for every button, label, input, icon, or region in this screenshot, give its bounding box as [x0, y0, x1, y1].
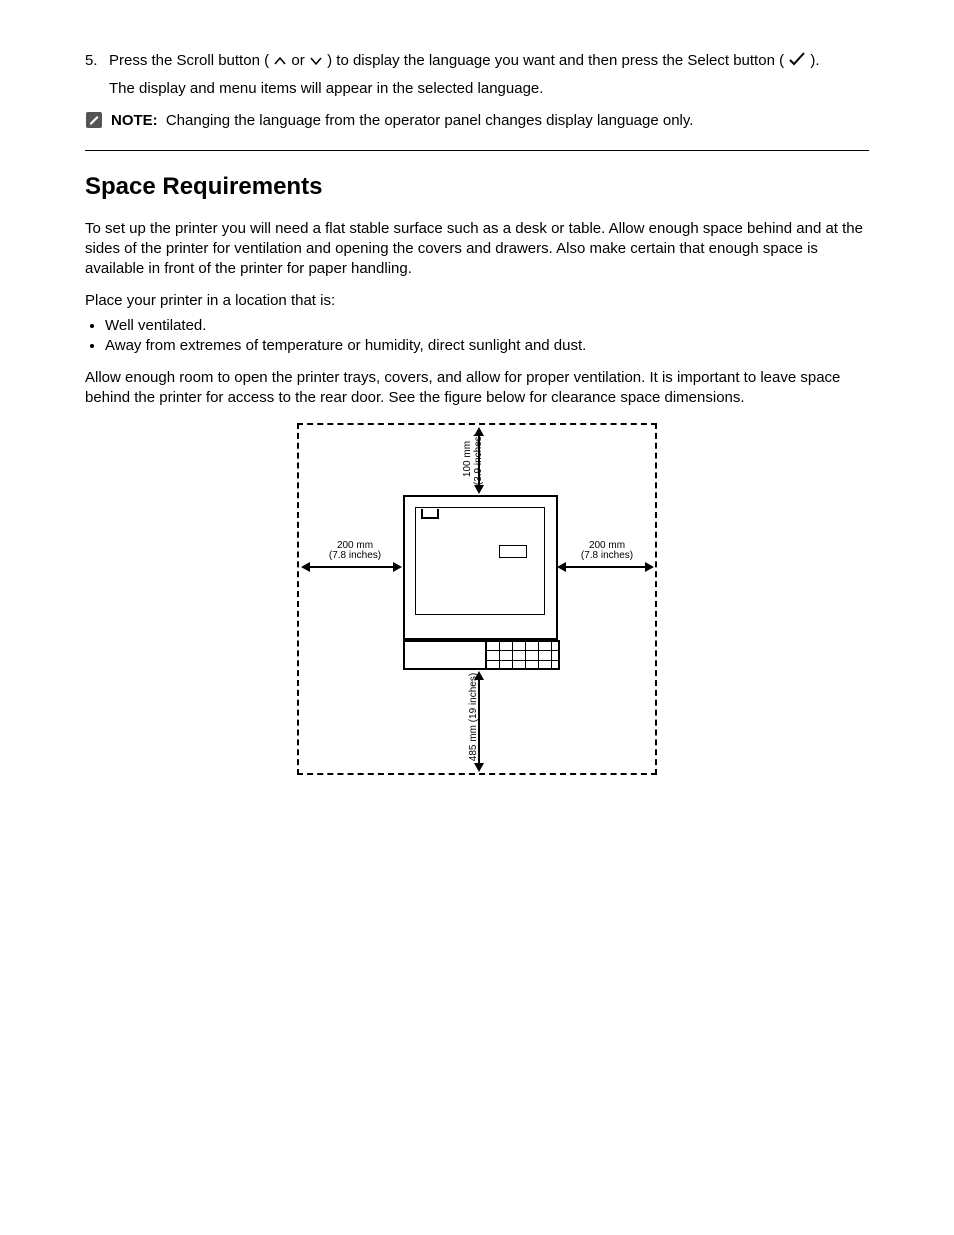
step-5-text-2: ) to display the language you want and t… — [327, 52, 784, 69]
right-arrow-head-right — [645, 562, 654, 572]
location-bullets: Well ventilated. Away from extremes of t… — [85, 316, 869, 357]
top-clearance-label: 100 mm (3.9 inches) — [463, 429, 484, 489]
clearance-diagram: 100 mm (3.9 inches) 200 mm (7.8 inches) … — [297, 423, 657, 775]
horizontal-rule — [85, 150, 869, 151]
left-arrow-line — [305, 566, 399, 568]
note-text-wrap: NOTE: Changing the language from the ope… — [111, 111, 693, 131]
space-paragraph-1: To set up the printer you will need a fl… — [85, 219, 869, 280]
space-paragraph-2: Allow enough room to open the printer tr… — [85, 368, 869, 409]
bottom-clearance-label: 485 mm (19 inches) — [469, 669, 480, 765]
printer-panel-left — [403, 640, 487, 670]
right-arrow-line — [561, 566, 651, 568]
top-clearance-line2: (3.9 inches) — [473, 432, 484, 484]
keypad-col-line — [512, 642, 513, 668]
top-clearance-line1: 100 mm — [462, 440, 473, 476]
note-row: NOTE: Changing the language from the ope… — [85, 111, 869, 135]
bullet-1: Well ventilated. — [105, 316, 869, 336]
clearance-diagram-wrap: 100 mm (3.9 inches) 200 mm (7.8 inches) … — [85, 423, 869, 775]
keypad-col-line — [525, 642, 526, 668]
left-clearance-line1: 200 mm — [337, 540, 373, 551]
bullet-2: Away from extremes of temperature or hum… — [105, 336, 869, 356]
printer-adf-slot — [421, 509, 439, 519]
pencil-note-icon — [85, 111, 107, 135]
keypad-col-line — [538, 642, 539, 668]
page: 5. Press the Scroll button ( or ) to dis… — [0, 0, 954, 1235]
note-text: Changing the language from the operator … — [166, 112, 694, 129]
right-clearance-label: 200 mm (7.8 inches) — [577, 541, 637, 562]
chevron-up-icon — [273, 52, 287, 73]
right-clearance-line1: 200 mm — [589, 540, 625, 551]
right-arrow-head-left — [557, 562, 566, 572]
step-5-followup: The display and menu items will appear i… — [109, 79, 869, 99]
right-clearance-line2: (7.8 inches) — [581, 550, 633, 561]
step-5-row: 5. Press the Scroll button ( or ) to dis… — [85, 50, 869, 73]
left-clearance-line2: (7.8 inches) — [329, 550, 381, 561]
bullets-intro: Place your printer in a location that is… — [85, 291, 869, 311]
bottom-clearance-line1: 485 mm (19 inches) — [468, 672, 479, 760]
printer-lid-outline — [415, 507, 545, 615]
keypad-row-line — [487, 660, 558, 661]
left-arrow-head-right — [393, 562, 402, 572]
chevron-down-icon — [309, 52, 323, 73]
step-5-text-3: ). — [810, 52, 819, 69]
keypad-row-line — [487, 650, 558, 651]
keypad-col-line — [499, 642, 500, 668]
left-arrow-head-left — [301, 562, 310, 572]
keypad-col-line — [551, 642, 552, 668]
section-heading: Space Requirements — [85, 173, 869, 201]
step-5-text: Press the Scroll button ( or ) to displa… — [109, 50, 869, 73]
note-label: NOTE: — [111, 112, 158, 129]
step-5-text-or: or — [291, 52, 309, 69]
printer-keypad — [485, 640, 560, 670]
step-5-number: 5. — [85, 50, 109, 73]
left-clearance-label: 200 mm (7.8 inches) — [325, 541, 385, 562]
checkmark-icon — [788, 51, 806, 73]
printer-display-outline — [499, 545, 527, 558]
step-5-text-1: Press the Scroll button ( — [109, 52, 269, 69]
